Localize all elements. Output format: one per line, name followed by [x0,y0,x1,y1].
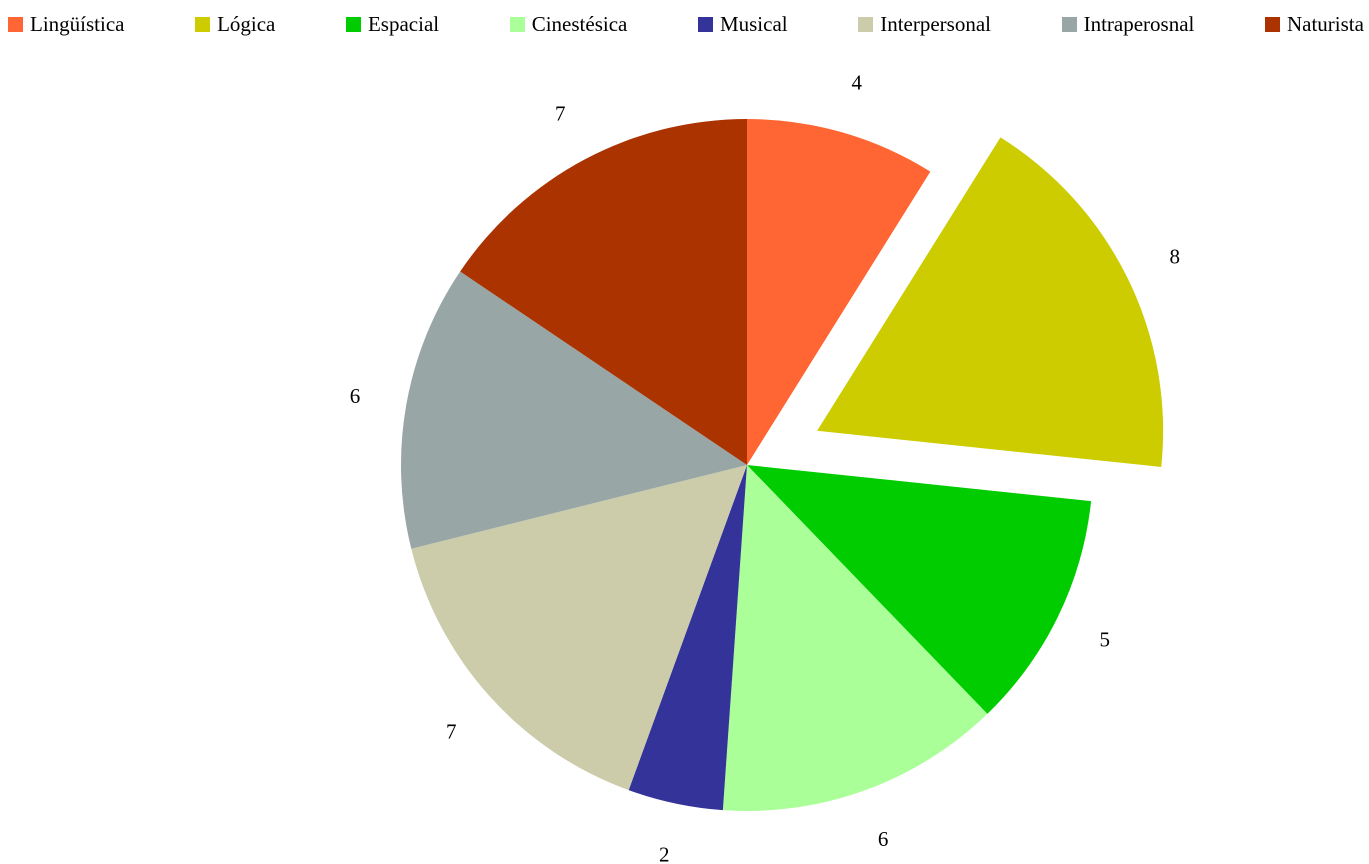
data-label-interpersonal: 7 [446,719,457,743]
legend-label-cinestesica: Cinestésica [531,11,628,36]
legend-label-interpersonal: Interpersonal [880,11,991,36]
legend-swatch-logica [195,16,211,32]
pie-slice-musical [628,465,747,811]
data-label-naturista: 7 [555,102,566,126]
legend-label-logica: Lógica [217,11,276,36]
legend-item-naturista: Naturista [1264,11,1364,36]
legend-swatch-cinestesica [509,16,525,32]
legend-item-espacial: Espacial [345,11,440,36]
legend-item-intraperosnal: Intraperosnal [1061,11,1195,36]
legend-item-linguistica: Lingüística [8,11,125,36]
pie-slice-logica [817,137,1164,467]
legend-label-intraperosnal: Intraperosnal [1083,11,1195,36]
legend-label-espacial: Espacial [367,11,440,36]
pie-slice-espacial [747,465,1092,714]
legend-swatch-interpersonal [858,16,874,32]
legend-swatch-espacial [345,16,361,32]
data-label-intraperosnal: 6 [350,384,361,408]
legend-item-logica: Lógica [195,11,276,36]
data-label-musical: 2 [659,842,670,864]
legend-label-naturista: Naturista [1286,11,1364,36]
legend-item-musical: Musical [697,11,788,36]
pie-slices [401,119,1164,811]
legend: Lingüística Lógica Espacial Cinestésica … [8,9,1364,39]
pie-slice-interpersonal [411,465,747,791]
data-label-linguistica: 4 [851,70,862,94]
pie-slice-naturista [460,119,747,465]
data-label-logica: 8 [1170,244,1181,268]
legend-swatch-linguistica [8,16,23,32]
legend-swatch-musical [697,16,713,32]
pie-slice-linguistica [747,119,931,465]
legend-swatch-intraperosnal [1061,16,1077,32]
legend-swatch-naturista [1264,16,1280,32]
pie-slice-intraperosnal [401,271,747,549]
legend-item-interpersonal: Interpersonal [858,11,991,36]
pie-data-labels: 4 8 5 6 2 7 6 7 [350,70,1180,864]
legend-item-cinestesica: Cinestésica [509,11,628,36]
data-label-espacial: 5 [1099,628,1110,652]
legend-label-linguistica: Lingüística [30,11,125,36]
data-label-cinestesica: 6 [878,827,889,851]
pie-slice-cinestesica [722,465,988,811]
legend-label-musical: Musical [719,11,788,36]
